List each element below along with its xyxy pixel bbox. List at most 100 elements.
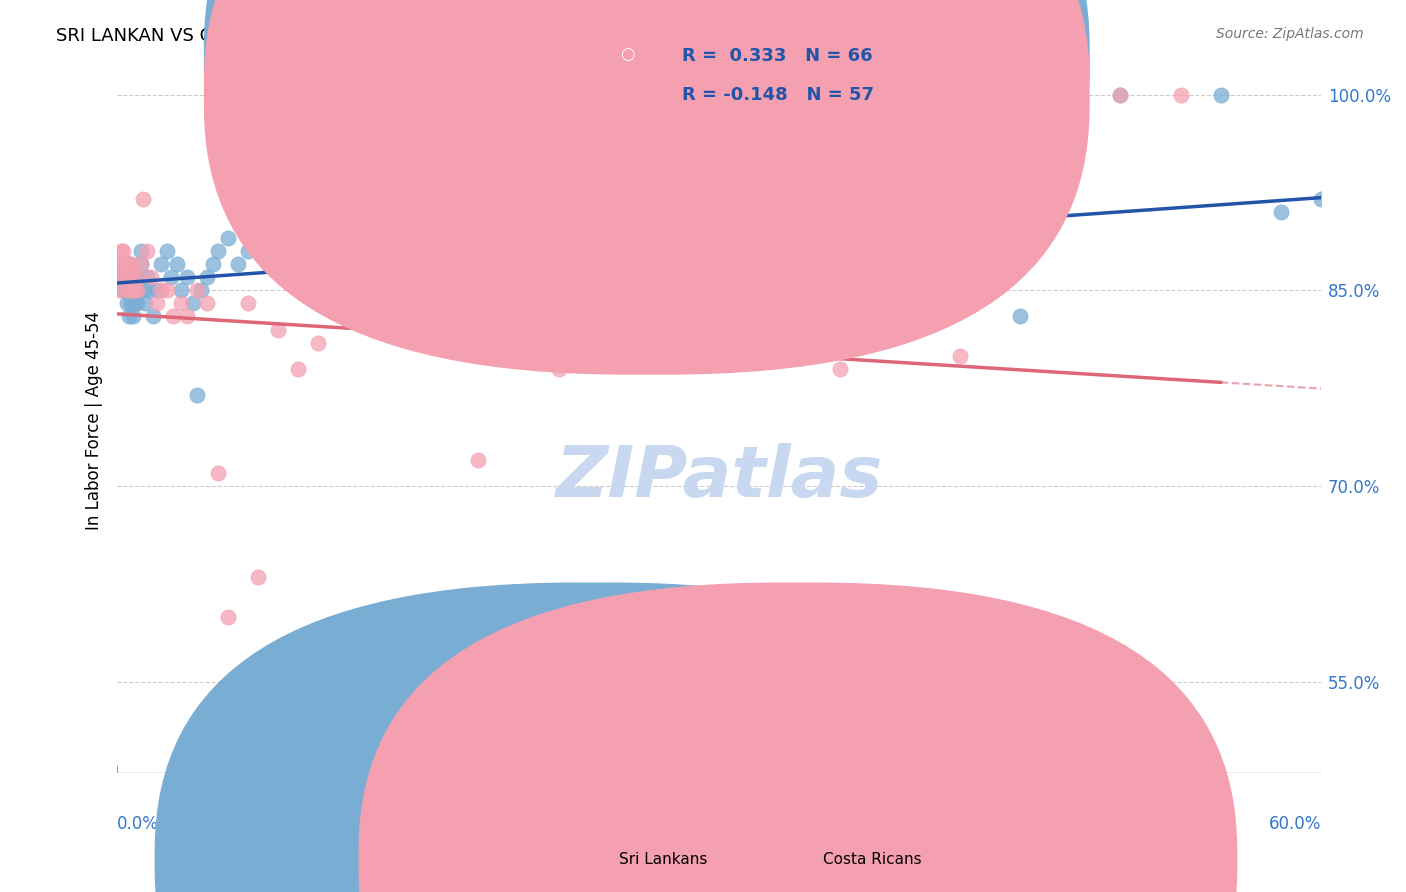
Point [110,270,132,285]
Point [607,244,630,259]
Point [118,270,141,285]
Point [134,296,156,310]
Point [120,284,142,298]
Point [748,310,770,324]
Point [129,257,152,271]
Point [267,231,290,245]
Point [150,257,173,271]
Point [190,284,212,298]
Point [207,244,229,259]
Point [326,244,349,259]
Point [120,296,142,310]
Text: Costa Ricans: Costa Ricans [823,853,921,867]
Point [1209,779,1232,793]
Point [118,284,141,298]
Point [246,570,269,584]
Point [236,244,259,259]
Point [136,244,159,259]
Point [129,257,152,271]
Point [707,310,730,324]
Point [176,270,198,285]
Point [1270,205,1292,219]
Point [267,322,290,336]
Point [1170,87,1192,102]
Point [115,284,138,298]
Text: SRI LANKAN VS COSTA RICAN IN LABOR FORCE | AGE 45-54 CORRELATION CHART: SRI LANKAN VS COSTA RICAN IN LABOR FORCE… [56,27,792,45]
Point [236,296,259,310]
Point [112,284,135,298]
Point [114,270,136,285]
Point [256,257,278,271]
Text: R =  0.333   N = 66: R = 0.333 N = 66 [682,47,873,65]
Point [197,270,219,285]
Point [127,270,149,285]
Point [141,270,163,285]
Point [217,609,239,624]
Text: 0.0%: 0.0% [117,815,159,833]
Point [162,310,184,324]
Point [114,257,136,271]
Text: R = -0.148   N = 57: R = -0.148 N = 57 [682,87,875,104]
Point [768,322,790,336]
Point [467,453,489,467]
Point [1209,87,1232,102]
Point [1109,87,1132,102]
Point [146,284,169,298]
Text: ZIPatlas: ZIPatlas [555,442,883,512]
Point [828,310,851,324]
Point [406,178,429,193]
Point [115,257,138,271]
Point [186,388,208,402]
Point [202,257,225,271]
Point [1010,310,1032,324]
Point [176,310,198,324]
Point [132,192,155,206]
Point [307,335,329,350]
Point [207,466,229,480]
Text: Source: ZipAtlas.com: Source: ZipAtlas.com [1216,27,1364,41]
Point [828,361,851,376]
Point [127,270,149,285]
Point [115,270,138,285]
Point [186,284,208,298]
Text: 60.0%: 60.0% [1268,815,1322,833]
Point [122,270,145,285]
Text: Sri Lankans: Sri Lankans [619,853,707,867]
Point [508,322,530,336]
Point [183,296,205,310]
Point [118,257,141,271]
Point [129,244,152,259]
Point [118,257,141,271]
Point [136,270,159,285]
Point [869,792,891,806]
Point [108,257,131,271]
Point [246,218,269,232]
Point [508,257,530,271]
Point [467,244,489,259]
Point [112,257,135,271]
Point [160,270,183,285]
Point [124,270,146,285]
Point [114,257,136,271]
Point [122,284,145,298]
Point [568,218,591,232]
Point [170,284,193,298]
Point [1069,87,1091,102]
Point [138,284,160,298]
Point [108,284,131,298]
Point [122,284,145,298]
Point [367,205,389,219]
Point [124,284,146,298]
Point [110,270,132,285]
Point [908,296,931,310]
Point [118,310,141,324]
Point [170,296,193,310]
Point [1109,87,1132,102]
Point [347,662,370,676]
Point [142,310,165,324]
Point [197,296,219,310]
Point [287,361,309,376]
Point [156,244,179,259]
Point [668,296,690,310]
Point [287,244,309,259]
